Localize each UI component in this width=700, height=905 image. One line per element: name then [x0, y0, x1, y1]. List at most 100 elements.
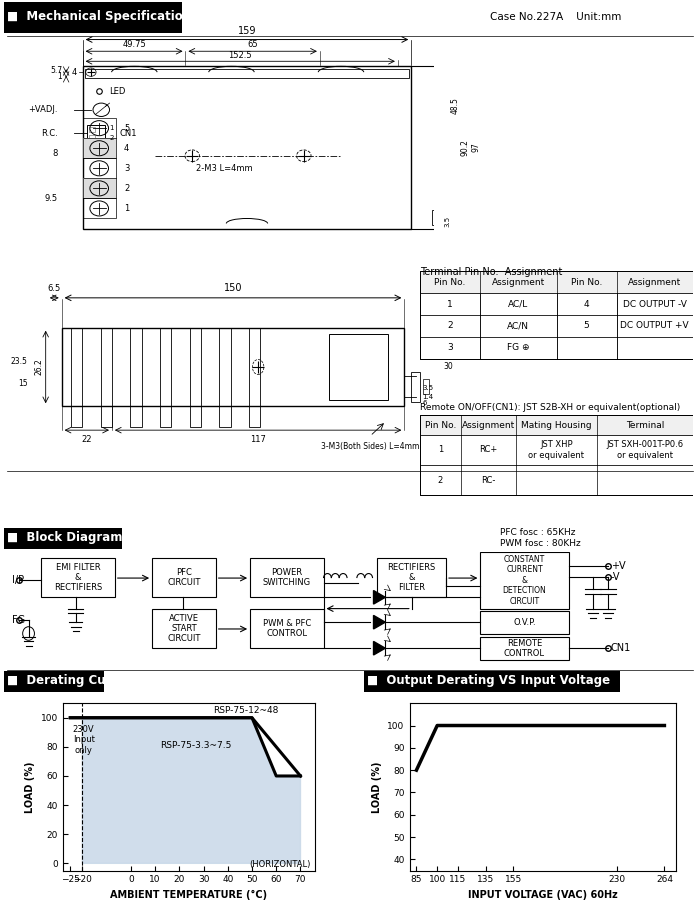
Text: 6.5: 6.5 [48, 284, 61, 293]
Text: DC OUTPUT +V: DC OUTPUT +V [620, 321, 689, 330]
Bar [4, 528, 122, 549]
Text: 65: 65 [247, 40, 258, 49]
Bar [89, 127, 95, 131]
Text: 2: 2 [124, 184, 130, 193]
Text: 1: 1 [438, 445, 443, 454]
Text: 1: 1 [57, 72, 62, 81]
Text: 49.75: 49.75 [122, 40, 146, 49]
Text: 3: 3 [124, 164, 130, 173]
Text: RC-: RC- [481, 476, 496, 485]
Bar [62, 328, 405, 406]
Y-axis label: LOAD (%): LOAD (%) [372, 761, 382, 813]
Text: Pin No.: Pin No. [425, 421, 456, 430]
Text: 1: 1 [109, 125, 114, 131]
Text: 230V
Input
only: 230V Input only [73, 725, 94, 755]
Text: Assignment: Assignment [461, 421, 515, 430]
Text: REMOTE
CONTROL: REMOTE CONTROL [504, 639, 545, 658]
Bar [83, 158, 116, 178]
Y-axis label: LOAD (%): LOAD (%) [25, 761, 35, 813]
Text: 1: 1 [124, 204, 130, 213]
Bar [83, 66, 412, 229]
Text: 4: 4 [71, 68, 76, 77]
Text: Pin No.: Pin No. [570, 278, 602, 287]
Polygon shape [374, 615, 385, 629]
Text: +V: +V [610, 560, 625, 571]
Text: Mating Housing: Mating Housing [522, 421, 592, 430]
Text: O.V.P.: O.V.P. [513, 618, 536, 626]
Text: +VADJ.: +VADJ. [29, 105, 58, 114]
Text: ACTIVE
START
CIRCUIT: ACTIVE START CIRCUIT [167, 614, 201, 643]
Bar [130, 328, 141, 427]
Bar [480, 611, 568, 633]
Text: ■  Mechanical Specification: ■ Mechanical Specification [7, 10, 191, 23]
Bar [420, 465, 693, 495]
Text: 48.5: 48.5 [451, 97, 459, 114]
Polygon shape [374, 642, 385, 655]
Text: 22: 22 [81, 434, 92, 443]
Text: FG: FG [12, 614, 25, 625]
Bar [420, 315, 693, 337]
Polygon shape [83, 718, 300, 863]
Bar [89, 135, 95, 140]
Text: ■  Output Derating VS Input Voltage: ■ Output Derating VS Input Voltage [367, 674, 610, 688]
Text: (HORIZONTAL): (HORIZONTAL) [248, 860, 310, 869]
Text: CN1: CN1 [120, 129, 137, 138]
Text: CN1: CN1 [610, 643, 631, 653]
Bar [190, 328, 201, 427]
Text: EMI FILTER
&
RECTIFIERS: EMI FILTER & RECTIFIERS [54, 563, 102, 593]
Text: CONSTANT
CURRENT
&
DETECTION
CIRCUIT: CONSTANT CURRENT & DETECTION CIRCUIT [503, 555, 546, 605]
Text: 30: 30 [443, 363, 453, 371]
Text: 2: 2 [438, 476, 443, 485]
Text: PWM & PFC
CONTROL: PWM & PFC CONTROL [262, 619, 311, 638]
Text: 2-M3 L=4mm: 2-M3 L=4mm [196, 164, 253, 173]
Bar [329, 334, 389, 400]
Bar [83, 119, 116, 138]
Text: 90.2: 90.2 [461, 139, 470, 156]
Text: ■  Derating Curve: ■ Derating Curve [7, 674, 127, 688]
Bar [83, 178, 116, 198]
Bar [101, 328, 112, 427]
Text: Assignment: Assignment [491, 278, 545, 287]
Polygon shape [374, 590, 385, 605]
Text: 3-M3(Both Sides) L=4mm: 3-M3(Both Sides) L=4mm [321, 443, 419, 451]
Bar [411, 372, 420, 402]
Text: RSP-75-3.3~7.5: RSP-75-3.3~7.5 [160, 741, 231, 749]
Text: 1.4: 1.4 [423, 395, 434, 400]
Text: 4: 4 [584, 300, 589, 309]
Bar [480, 637, 568, 660]
Bar [480, 552, 568, 608]
Text: 3.5: 3.5 [444, 215, 450, 226]
Bar [250, 557, 323, 597]
Text: Terminal: Terminal [626, 421, 664, 430]
Text: 23.5: 23.5 [10, 357, 27, 366]
Bar [83, 138, 116, 158]
Text: Case No.227A    Unit:mm: Case No.227A Unit:mm [490, 12, 622, 22]
Text: -V: -V [610, 572, 620, 582]
Text: RC+: RC+ [479, 445, 498, 454]
Text: 97: 97 [471, 142, 480, 152]
Text: Terminal Pin No.  Assignment: Terminal Pin No. Assignment [420, 267, 562, 277]
Bar [4, 2, 182, 33]
Bar [83, 178, 116, 198]
Text: 8: 8 [52, 148, 58, 157]
Bar [71, 328, 82, 427]
Text: POWER
SWITCHING: POWER SWITCHING [262, 567, 311, 587]
Text: AC/L: AC/L [508, 300, 528, 309]
Text: FG ⊕: FG ⊕ [507, 343, 529, 352]
Bar [83, 138, 116, 158]
Text: 1.8: 1.8 [423, 328, 434, 334]
Bar [420, 415, 693, 435]
Text: 9.5: 9.5 [45, 194, 58, 203]
Bar [420, 415, 693, 495]
Text: 2: 2 [447, 321, 453, 330]
Bar [152, 608, 216, 648]
Text: 6: 6 [423, 400, 427, 406]
Bar [83, 198, 116, 218]
Text: 150: 150 [224, 283, 242, 293]
Bar [87, 125, 106, 141]
Text: 4: 4 [124, 144, 130, 153]
Bar [420, 272, 693, 358]
Text: RSP-75-12~48: RSP-75-12~48 [214, 706, 279, 715]
Text: I/P: I/P [12, 576, 24, 586]
Bar [152, 557, 216, 597]
